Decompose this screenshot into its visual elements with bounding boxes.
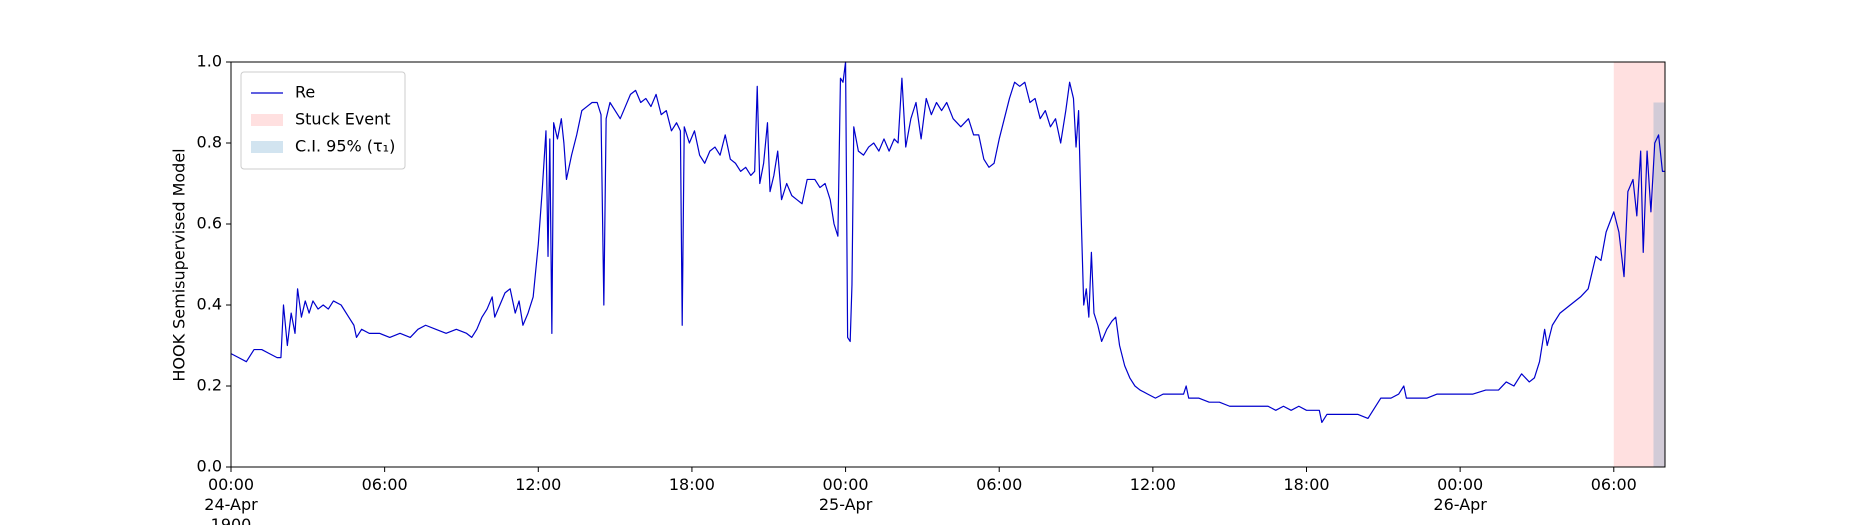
- x-tick-label: 06:00: [361, 475, 408, 494]
- x-tick-label: 12:00: [515, 475, 562, 494]
- legend-label: C.I. 95% (τ₁): [295, 137, 395, 156]
- axes-frame: [230, 61, 1666, 468]
- x-tick-label: 06:00: [976, 475, 1023, 494]
- x-tick-label: 18:00: [1283, 475, 1330, 494]
- y-tick-label: 1.0: [197, 52, 222, 71]
- x-tick-label: 00:00 26-Apr: [1433, 475, 1487, 514]
- y-tick-label: 0.0: [197, 457, 222, 476]
- data-line: [230, 61, 1665, 424]
- x-tick-label: 18:00: [668, 475, 715, 494]
- legend-label: Re: [295, 83, 315, 102]
- legend-box: [240, 71, 406, 170]
- x-tick-label: 06:00: [1590, 475, 1637, 494]
- legend-patch: [251, 114, 283, 126]
- legend-patch: [251, 141, 283, 153]
- legend: Re Stuck Event C.I. 95% (τ₁): [240, 71, 406, 170]
- y-tick-label: 0.8: [197, 133, 222, 152]
- y-tick-label: 0.6: [197, 214, 222, 233]
- y-tick-label: 0.2: [197, 376, 222, 395]
- shaded-region: [1653, 102, 1665, 467]
- y-axis-label: HOOK Semisupervised Model: [170, 148, 189, 381]
- x-tick-label: 00:00 25-Apr: [818, 475, 873, 514]
- x-tick-label: 12:00: [1129, 475, 1176, 494]
- legend-label: Stuck Event: [295, 110, 391, 129]
- x-tick-label: 00:00 24-Apr 1900: [204, 475, 258, 525]
- y-tick-label: 0.4: [197, 295, 222, 314]
